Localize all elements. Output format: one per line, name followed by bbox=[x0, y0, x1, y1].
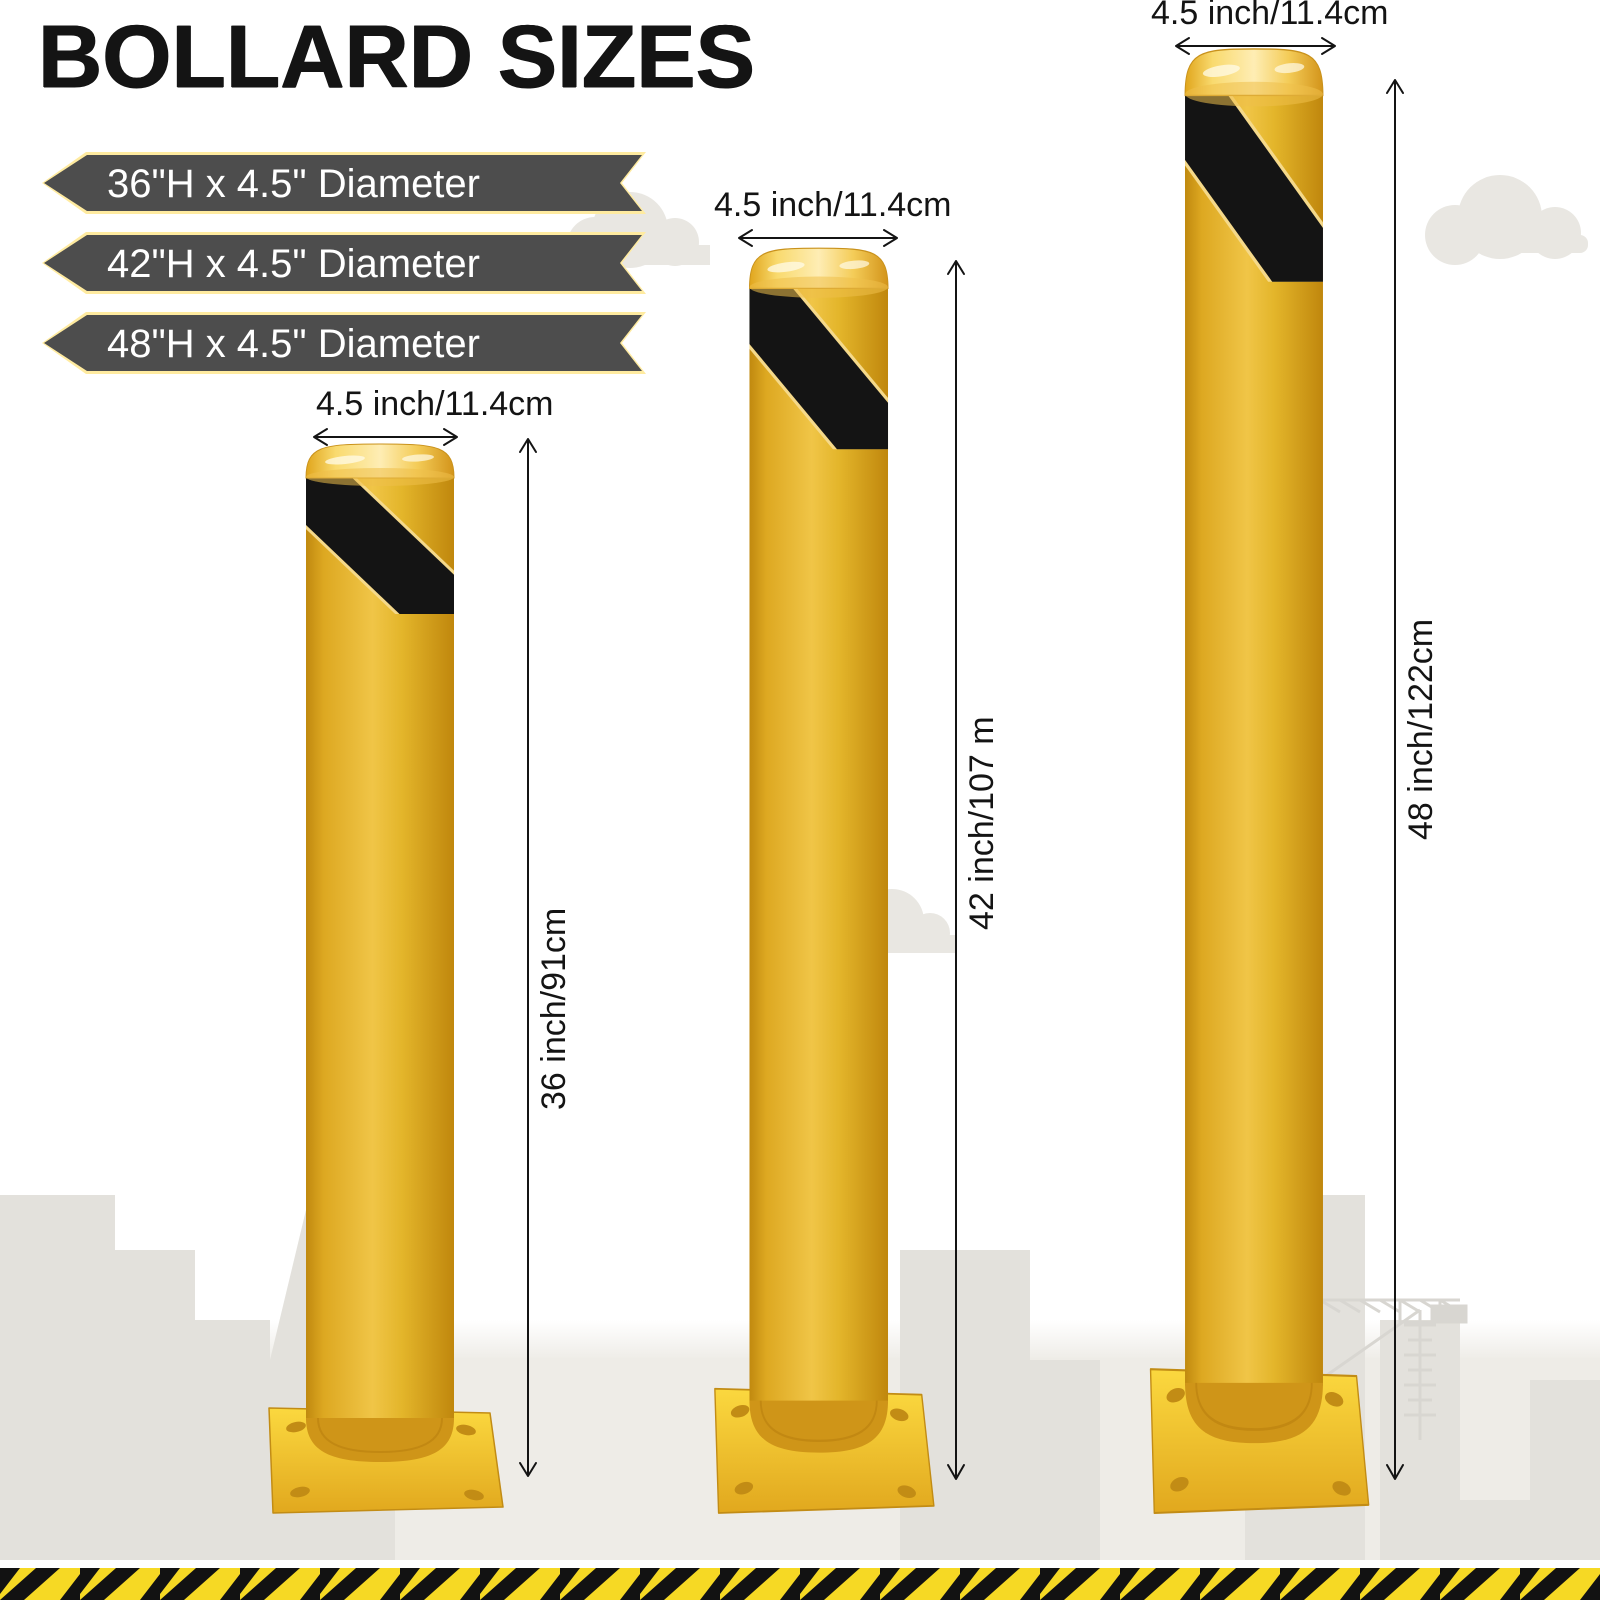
svg-text:4.5 inch/11.4cm: 4.5 inch/11.4cm bbox=[1151, 0, 1389, 32]
svg-text:4.5 inch/11.4cm: 4.5 inch/11.4cm bbox=[316, 385, 554, 423]
svg-text:42 inch/107 m: 42 inch/107 m bbox=[963, 716, 1001, 930]
svg-text:36 inch/91cm: 36 inch/91cm bbox=[535, 908, 573, 1110]
svg-text:48"H x 4.5" Diameter: 48"H x 4.5" Diameter bbox=[107, 322, 480, 366]
svg-text:4.5 inch/11.4cm: 4.5 inch/11.4cm bbox=[714, 186, 952, 224]
svg-text:42"H x 4.5" Diameter: 42"H x 4.5" Diameter bbox=[107, 242, 480, 286]
svg-text:36"H x 4.5" Diameter: 36"H x 4.5" Diameter bbox=[107, 162, 480, 206]
svg-text:48 inch/122cm: 48 inch/122cm bbox=[1402, 619, 1440, 840]
